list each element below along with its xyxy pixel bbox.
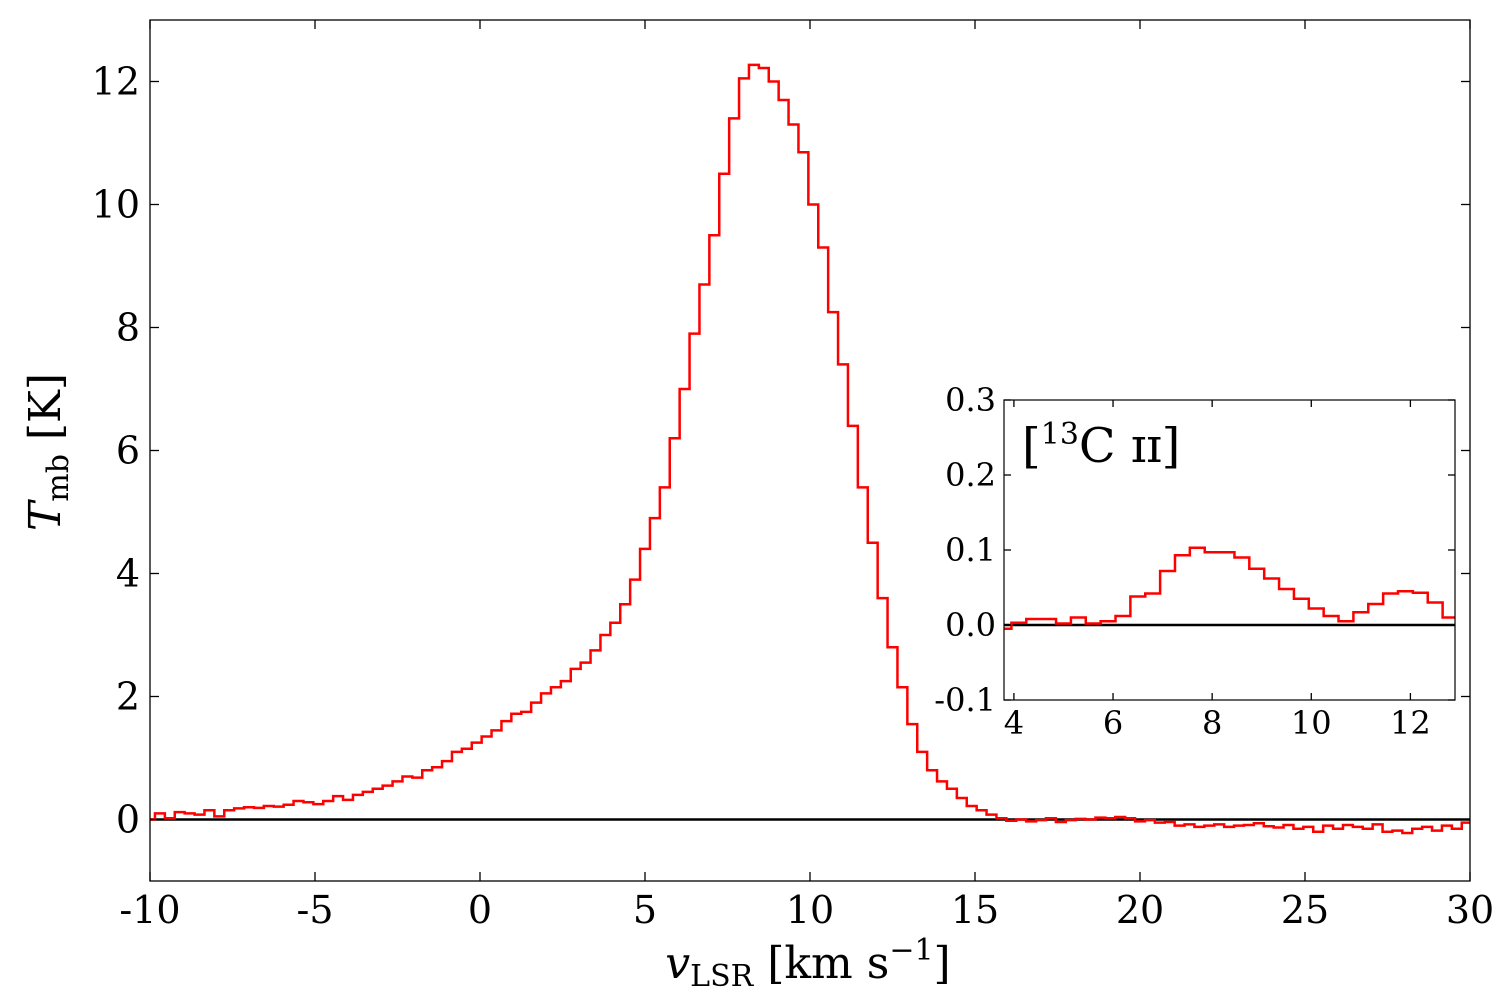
- main-x-tick-label: 0: [468, 888, 492, 932]
- x-axis-title: vLSR [km s−1]: [665, 933, 950, 994]
- main-y-tick-label: 12: [92, 60, 140, 104]
- inset-x-tick-label: 6: [1103, 704, 1123, 742]
- inset-chart: 4 6 8 10 12 -0.1 0.0 0.1 0.2 0.3 [13C ɪɪ]: [934, 381, 1456, 742]
- main-y-tick-label: 4: [116, 552, 140, 596]
- y-axis-title: Tmb [K]: [20, 373, 76, 531]
- main-series: [150, 63, 1470, 835]
- inset-spectrum-line-0: [1004, 546, 1455, 630]
- inset-y-tick-label: 0.1: [945, 531, 996, 569]
- main-x-tick-label: 5: [633, 888, 657, 932]
- main-x-tick-label: 25: [1281, 888, 1329, 932]
- inset-x-tick-label: 12: [1390, 704, 1431, 742]
- main-x-axis-ticks: -10 -5 0 5 10 15 20 25 30: [119, 20, 1494, 932]
- main-x-tick-label: 10: [786, 888, 834, 932]
- main-y-tick-label: 8: [116, 306, 140, 350]
- main-y-tick-label: 10: [92, 183, 140, 227]
- inset-y-axis-ticks: -0.1 0.0 0.1 0.2 0.3: [934, 381, 1455, 719]
- inset-y-tick-label: 0.3: [945, 381, 996, 419]
- inset-x-tick-label: 4: [1004, 704, 1024, 742]
- inset-series: [1004, 546, 1455, 630]
- main-x-tick-label: 15: [951, 888, 999, 932]
- main-y-axis-ticks: 0 2 4 6 8 10 12: [92, 60, 1470, 842]
- main-x-tick-label: -10: [119, 888, 180, 932]
- main-y-tick-label: 6: [116, 429, 140, 473]
- inset-y-tick-label: -0.1: [934, 681, 996, 719]
- main-spectrum-line-0: [150, 63, 1470, 835]
- main-x-tick-label: -5: [296, 888, 333, 932]
- main-chart: -10 -5 0 5 10 15 20 25 30 0 2 4 6 8 10 12 vLSR [km s−1…: [20, 19, 1494, 994]
- inset-x-tick-label: 8: [1202, 704, 1222, 742]
- inset-x-axis-ticks: 4 6 8 10 12: [1004, 400, 1431, 742]
- inset-x-tick-label: 10: [1291, 704, 1332, 742]
- main-y-tick-label: 0: [116, 798, 140, 842]
- inset-y-tick-label: 0.2: [945, 456, 996, 494]
- main-y-tick-label: 2: [116, 675, 140, 719]
- inset-title: [13C ɪɪ]: [1022, 417, 1180, 474]
- main-x-tick-label: 30: [1446, 888, 1494, 932]
- main-x-tick-label: 20: [1116, 888, 1164, 932]
- inset-y-tick-label: 0.0: [945, 606, 996, 644]
